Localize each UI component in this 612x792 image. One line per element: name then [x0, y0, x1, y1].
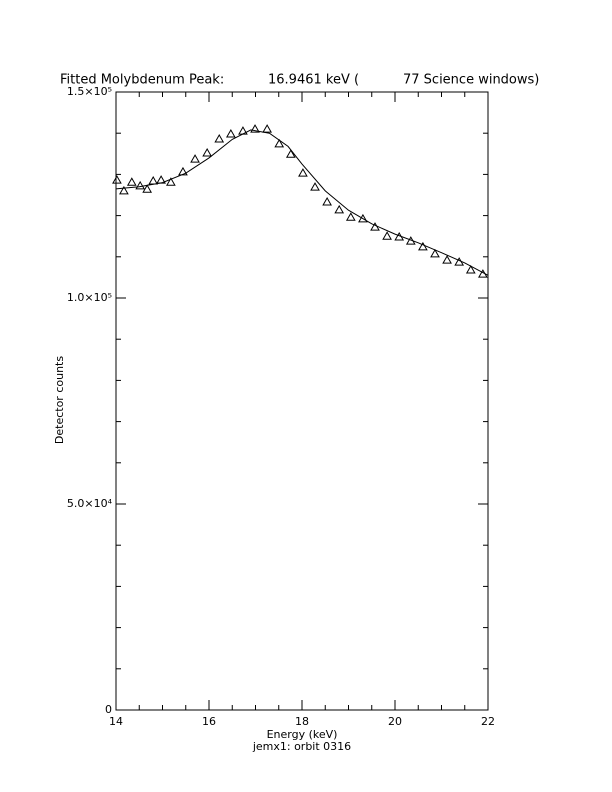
data-point — [142, 184, 153, 193]
data-point — [225, 129, 236, 138]
data-point — [135, 180, 146, 190]
data-point — [310, 182, 320, 191]
data-point — [442, 255, 452, 264]
data-point — [156, 175, 166, 184]
subtitle: jemx1: orbit 0316 — [252, 740, 351, 753]
x-tick-label: 22 — [481, 715, 495, 728]
data-point — [334, 204, 345, 214]
data-point — [285, 149, 296, 158]
data-point — [202, 147, 213, 157]
data-point — [370, 222, 380, 231]
data-point — [262, 124, 272, 133]
data-point — [345, 212, 356, 221]
x-axis-label: Energy (keV) — [267, 728, 338, 741]
data-point — [478, 269, 488, 278]
chart-title: 77 Science windows) — [403, 73, 539, 88]
data-point — [322, 196, 332, 206]
data-point — [112, 175, 122, 184]
data-point — [418, 241, 428, 251]
data-point — [238, 126, 248, 135]
data-point — [126, 177, 137, 186]
x-tick-label: 16 — [202, 715, 216, 728]
data-point — [358, 213, 368, 223]
plot-frame — [115, 91, 489, 711]
data-point — [405, 236, 416, 245]
data-point — [274, 138, 285, 148]
y-tick-label: 1.0×10⁵ — [67, 291, 112, 304]
y-tick-label: 1.5×10⁵ — [67, 85, 112, 98]
data-point — [382, 231, 392, 240]
fit-line — [115, 129, 489, 276]
x-tick-label: 18 — [295, 715, 309, 728]
data-point — [166, 177, 176, 186]
data-point — [394, 232, 405, 241]
y-tick-label: 0 — [105, 703, 112, 716]
data-point — [148, 175, 159, 185]
y-tick-label: 5.0×10⁴ — [67, 497, 113, 510]
data-point — [250, 124, 260, 133]
data-point — [190, 154, 200, 163]
data-point — [465, 264, 476, 274]
data-point — [454, 257, 465, 266]
chart-title: Fitted Molybdenum Peak: — [60, 73, 224, 88]
chart-title: 16.9461 keV ( — [268, 73, 359, 88]
y-axis-label: Detector counts — [53, 356, 66, 444]
data-point — [214, 133, 225, 143]
x-tick-label: 20 — [388, 715, 402, 728]
data-point — [119, 185, 129, 195]
data-point — [178, 166, 188, 176]
data-point — [298, 168, 308, 177]
data-point — [430, 248, 440, 258]
x-tick-label: 14 — [109, 715, 123, 728]
